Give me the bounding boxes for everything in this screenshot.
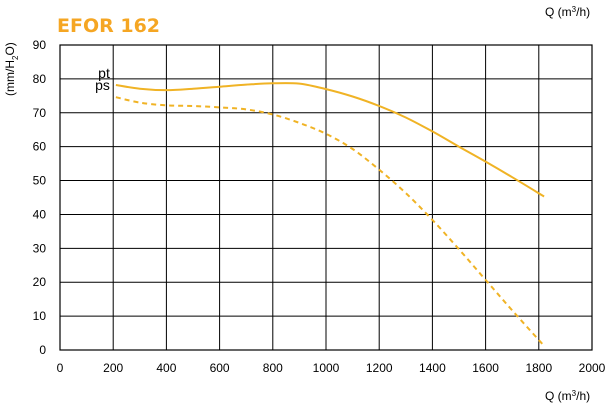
x-tick-label: 2000 (579, 361, 605, 375)
y-axis-label: (mm/H2O) (3, 42, 20, 96)
plot-frame (59, 44, 593, 351)
y-tick-label: 80 (33, 72, 47, 86)
x-tick-label: 1600 (472, 361, 499, 375)
x-tick-label: 1200 (366, 361, 393, 375)
x-tick-label: 800 (263, 361, 283, 375)
series-line-ps (115, 96, 545, 347)
grid (59, 44, 593, 351)
y-tick-label: 40 (33, 207, 47, 221)
x-axis-label: Q (m3/h) (545, 389, 590, 403)
x-tick-label: 400 (156, 361, 176, 375)
series-label-pt: pt (98, 65, 110, 81)
x-tick-label: 600 (210, 361, 230, 375)
series-line-pt (115, 82, 545, 198)
x-axis-label-top: Q (m3/h) (545, 5, 590, 19)
y-tick-label: 10 (33, 309, 47, 323)
x-tick-label: 0 (57, 361, 64, 375)
y-tick-label: 50 (33, 174, 47, 188)
x-tick-label: 1800 (525, 361, 552, 375)
y-tick-label: 20 (33, 275, 47, 289)
y-tick-label: 0 (39, 343, 46, 357)
series-label-ps: ps (95, 77, 110, 93)
y-tick-label: 70 (33, 106, 47, 120)
series-lines (115, 82, 545, 347)
y-tick-label: 30 (33, 241, 47, 255)
chart-title: EFOR 162 (57, 15, 160, 37)
x-tick-label: 1000 (313, 361, 340, 375)
y-tick-label: 90 (33, 38, 47, 52)
x-tick-label: 200 (103, 361, 123, 375)
x-tick-label: 1400 (419, 361, 446, 375)
y-tick-label: 60 (33, 140, 47, 154)
axes: 0 200 400 600 800 1000 1200 1400 1600 1800 2000 0 10… (33, 38, 605, 375)
